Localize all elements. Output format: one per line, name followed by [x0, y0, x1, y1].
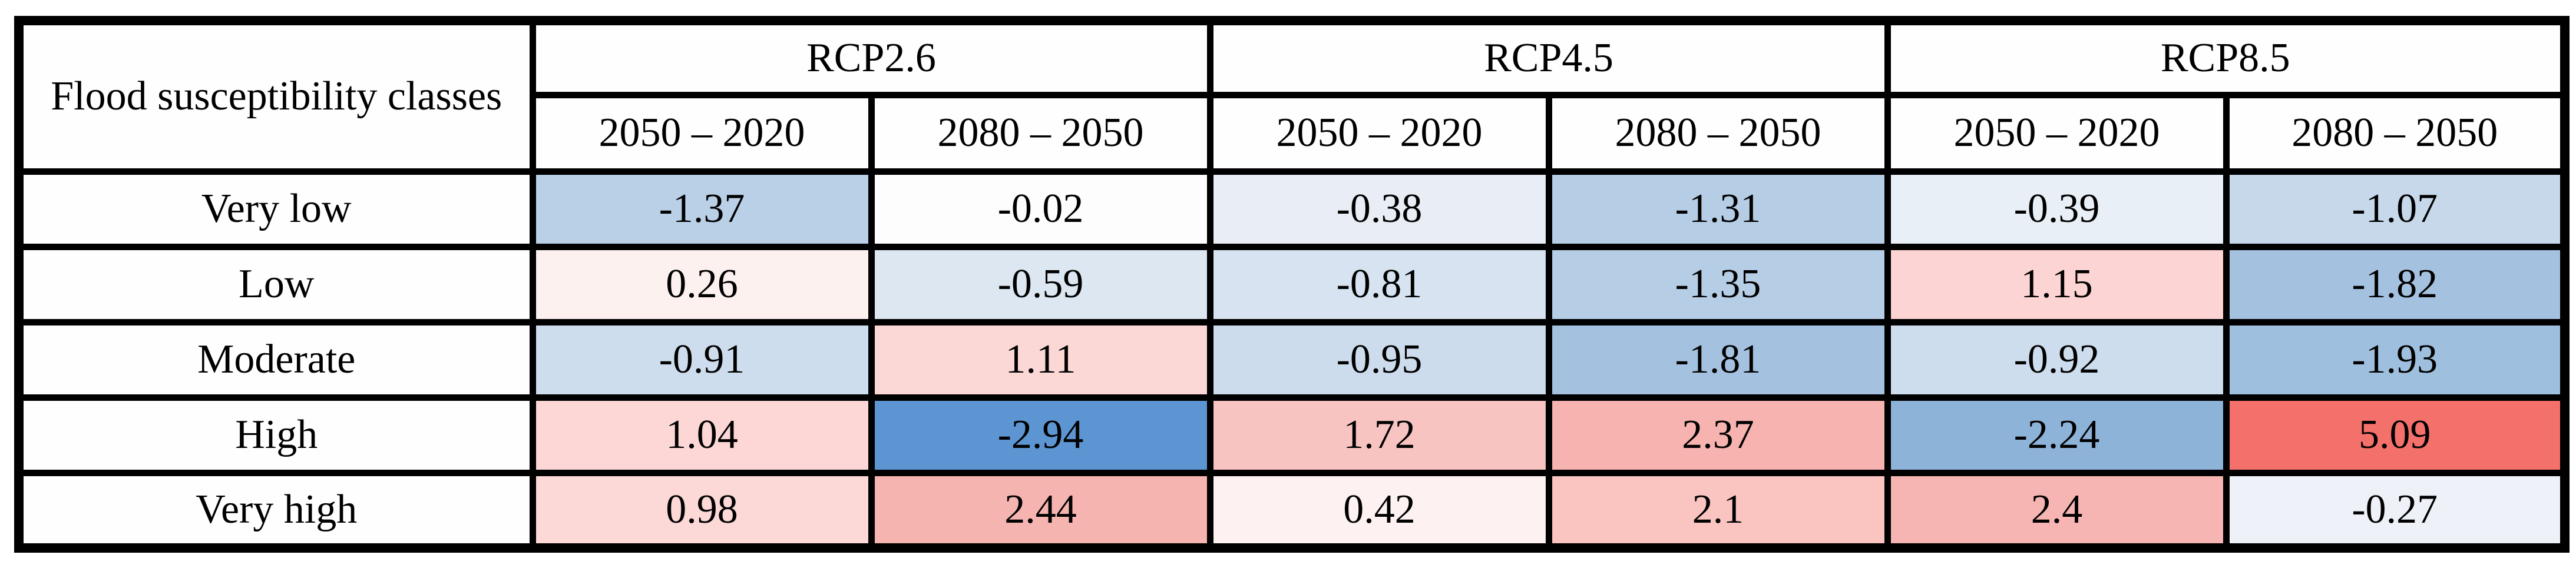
- group-header-rcp45: RCP4.5: [1206, 17, 1891, 98]
- value-cell: -1.35: [1545, 243, 1891, 325]
- value-cell: 2.4: [1884, 469, 2230, 552]
- value-cell: -1.31: [1545, 168, 1891, 250]
- table-row-high: High 1.04 -2.94 1.72 2.37 -2.24 5.09: [15, 394, 2568, 476]
- group-header-rcp85: RCP8.5: [1884, 17, 2568, 98]
- period-header-row: 2050 – 2020 2080 – 2050 2050 – 2020 2080…: [19, 91, 2568, 175]
- table-row-very-high: Very high 0.98 2.44 0.42 2.1 2.4 -0.27: [15, 469, 2568, 552]
- period-header: 2080 – 2050: [2223, 91, 2568, 175]
- value-cell: -1.82: [2223, 243, 2568, 325]
- period-header: 2050 – 2020: [1206, 91, 1552, 175]
- value-cell: 1.72: [1206, 394, 1552, 476]
- row-label: Very low: [15, 168, 536, 250]
- value-cell: 0.42: [1206, 469, 1552, 552]
- value-cell: -0.27: [2223, 469, 2568, 552]
- flood-susceptibility-table: Flood susceptibility classes RCP2.6 RCP4…: [14, 16, 2570, 553]
- value-cell: 0.98: [529, 469, 875, 552]
- value-cell: -0.81: [1206, 243, 1552, 325]
- value-cell: -0.02: [868, 168, 1213, 250]
- value-cell: 2.44: [868, 469, 1213, 552]
- row-label: Low: [15, 243, 536, 325]
- period-header: 2080 – 2050: [868, 91, 1213, 175]
- value-cell: -1.37: [529, 168, 875, 250]
- period-header: 2050 – 2020: [1884, 91, 2230, 175]
- value-cell: 0.26: [529, 243, 875, 325]
- row-label: High: [15, 394, 536, 476]
- group-header-row: Flood susceptibility classes RCP2.6 RCP4…: [15, 17, 2568, 175]
- value-cell: -0.59: [868, 243, 1213, 325]
- period-header: 2080 – 2050: [1545, 91, 1891, 175]
- value-cell: 1.04: [529, 394, 875, 476]
- corner-header-cell: Flood susceptibility classes: [15, 17, 536, 175]
- value-cell: -1.07: [2223, 168, 2568, 250]
- row-label: Moderate: [15, 318, 536, 401]
- value-cell: -2.94: [868, 394, 1213, 476]
- value-cell: -0.95: [1206, 318, 1552, 401]
- value-cell: -1.93: [2223, 318, 2568, 401]
- value-cell: 2.1: [1545, 469, 1891, 552]
- value-cell: 1.11: [868, 318, 1213, 401]
- value-cell: 1.15: [1884, 243, 2230, 325]
- value-cell: -0.38: [1206, 168, 1552, 250]
- value-cell: -1.81: [1545, 318, 1891, 401]
- table-row-very-low: Very low -1.37 -0.02 -0.38 -1.31 -0.39 -…: [15, 168, 2568, 250]
- value-cell: 5.09: [2223, 394, 2568, 476]
- group-header-rcp26: RCP2.6: [529, 17, 1213, 98]
- table-row-low: Low 0.26 -0.59 -0.81 -1.35 1.15 -1.82: [15, 243, 2568, 325]
- value-cell: -0.92: [1884, 318, 2230, 401]
- value-cell: 2.37: [1545, 394, 1891, 476]
- value-cell: -0.91: [529, 318, 875, 401]
- row-label: Very high: [15, 469, 536, 552]
- table-row-moderate: Moderate -0.91 1.11 -0.95 -1.81 -0.92 -1…: [15, 318, 2568, 401]
- value-cell: -0.39: [1884, 168, 2230, 250]
- period-header: 2050 – 2020: [529, 91, 875, 175]
- value-cell: -2.24: [1884, 394, 2230, 476]
